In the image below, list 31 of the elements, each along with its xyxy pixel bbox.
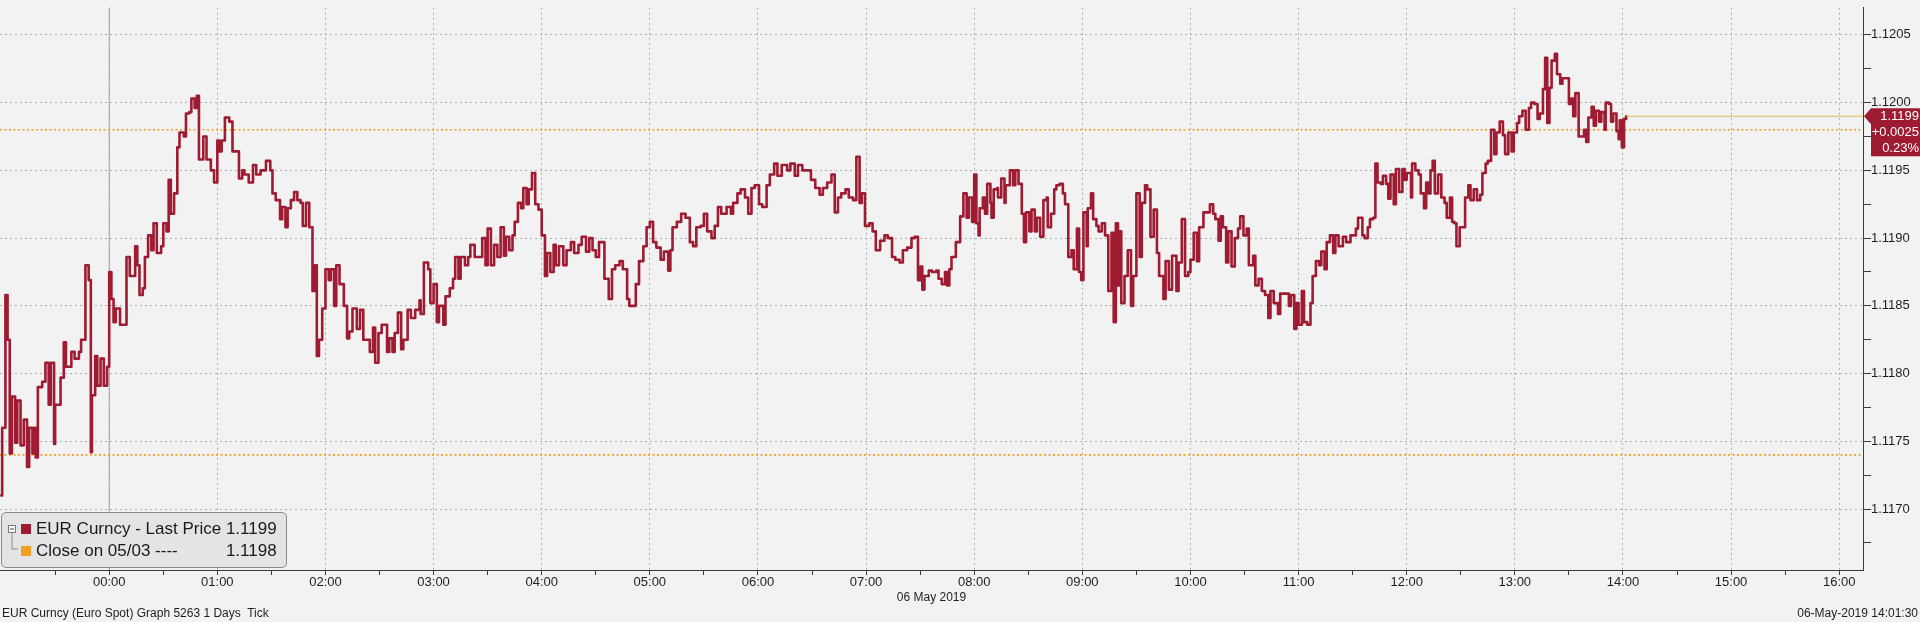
x-axis-title: 06 May 2019 — [896, 590, 967, 605]
annotation: 1.1199 +0.0025 0.23% — [1871, 107, 1920, 155]
x-tick-label: 08:00 — [957, 574, 991, 590]
x-tick-label: 16:00 — [1822, 574, 1856, 590]
y-tick-label: 1.1200 — [1871, 94, 1911, 110]
x-tick-label: 04:00 — [525, 574, 558, 590]
y-tick-label: 1.1195 — [1871, 161, 1910, 177]
x-tick-label: 01:00 — [201, 574, 234, 590]
x-tick-label: 09:00 — [1066, 574, 1099, 590]
x-tick-label: 02:00 — [309, 574, 342, 590]
text: 06-May-2019 14:01:30 — [1797, 606, 1919, 621]
text: Close on 05/03 ---- 1.1198 — [36, 541, 277, 560]
x-tick-label: 03:00 — [417, 574, 450, 590]
x-tick-label: 10:00 — [1174, 574, 1207, 590]
x-tick-label: 05:00 — [633, 574, 667, 590]
x-tick-label: 14:00 — [1606, 574, 1640, 590]
y-tick-label: 1.1205 — [1871, 26, 1911, 42]
y-tick-label: 1.1190 — [1871, 229, 1910, 245]
x-tick-label: 13:00 — [1498, 574, 1532, 590]
x-tick-label: 12:00 — [1390, 574, 1423, 590]
x-tick-label: 06:00 — [741, 574, 775, 590]
legend-label: EUR Curncy - Last Price 1.1199 — [36, 518, 277, 540]
y-tick-label: 1.1170 — [1871, 500, 1910, 516]
x-tick-label: 07:00 — [849, 574, 883, 590]
y-tick-label: 1.1175 — [1871, 432, 1910, 448]
y-tick-label: 1.1185 — [1871, 297, 1910, 313]
y-tick-label: 1.1180 — [1871, 365, 1910, 381]
x-tick-label: 00:00 — [92, 574, 126, 590]
text: EUR Curncy (Euro Spot) Graph 5263 1 Days Tick — [2, 606, 270, 621]
x-tick-label: 15:00 — [1714, 574, 1748, 590]
x-tick-label: 11:00 — [1282, 574, 1315, 590]
